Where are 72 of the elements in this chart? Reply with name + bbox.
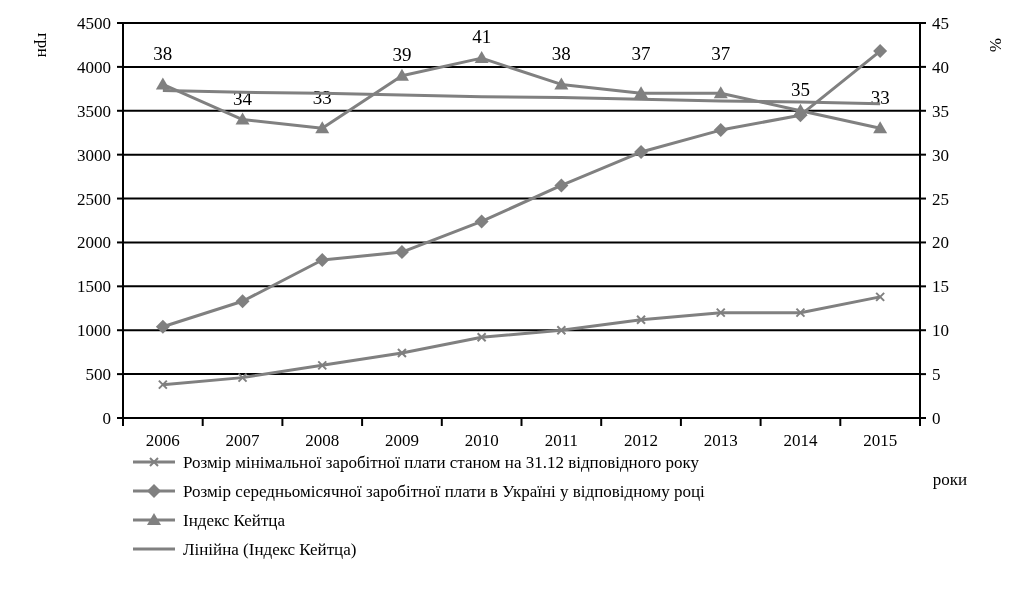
point [315,253,330,267]
y2-tick-label: 5 [932,365,941,385]
x-axis-title: роки [932,470,968,489]
point [155,77,170,90]
legend-label: Розмір мінімальної заробітної плати станом на 31.12 відповідного року [183,452,700,472]
point [636,314,647,325]
legend-label: Лінійна (Індекс Кейтца) [183,539,357,559]
y-tick-label: 4500 [77,13,111,33]
y2-tick-label: 45 [932,13,949,33]
point [317,360,328,371]
y-tick-label: 1000 [77,321,111,341]
y2-axis-title: % [986,37,1005,53]
point [474,214,489,229]
y2-tick-label: 10 [932,321,949,341]
point [873,121,888,134]
x-tick-label: 2008 [305,431,340,450]
x-tick-label: 2009 [384,431,419,450]
point [235,112,250,125]
y-axis-title: грн [34,32,53,58]
y-tick-label: 2000 [77,233,111,253]
x-tick-label: 2010 [464,431,499,450]
y2-tick-label: 0 [932,408,941,428]
point [237,372,248,383]
y2-tick-label: 40 [932,57,949,77]
y-tick-label: 0 [102,408,111,428]
data-label: 41 [472,26,492,48]
point [715,307,726,318]
point [315,121,330,134]
x-tick-label: 2015 [863,431,898,450]
x-tick-label: 2013 [703,431,738,450]
point [157,379,168,390]
y2-tick-label: 25 [932,189,949,209]
y-tick-label: 500 [85,365,111,385]
point [394,245,409,260]
point [556,325,567,336]
data-label: 38 [153,42,173,64]
data-label: 37 [711,42,731,64]
point [713,86,728,99]
point [873,44,888,59]
x-tick-label: 2007 [225,431,261,450]
data-label: 37 [631,42,651,64]
y2-tick-label: 35 [932,101,949,121]
x-tick-label: 2006 [145,431,180,450]
point [235,294,250,309]
data-label: 38 [551,42,571,64]
point [396,348,407,359]
y2-tick-label: 30 [932,145,949,165]
legend-label: Індекс Кейтца [183,510,286,530]
point [554,178,569,193]
point [875,291,886,302]
y2-tick-label: 20 [932,233,949,253]
data-label: 35 [790,78,810,100]
point [795,307,806,318]
point [634,145,649,160]
point [394,68,409,81]
x-tick-label: 2011 [544,431,579,450]
y-tick-label: 1500 [77,277,111,297]
y2-tick-label: 15 [932,277,949,297]
point [155,319,170,334]
point [713,123,728,138]
point [474,51,489,64]
point [476,332,487,343]
point [634,86,649,99]
y-tick-label: 3500 [77,101,111,121]
legend-label: Розмір середньомісячної заробітної плати в Україні у відповідному році [183,481,706,501]
data-label: 39 [392,43,412,65]
y-tick-label: 2500 [77,189,111,209]
x-tick-label: 2014 [783,431,818,450]
y-tick-label: 3000 [77,145,111,165]
x-tick-label: 2012 [624,431,659,450]
point [554,77,569,90]
y-tick-label: 4000 [77,57,111,77]
